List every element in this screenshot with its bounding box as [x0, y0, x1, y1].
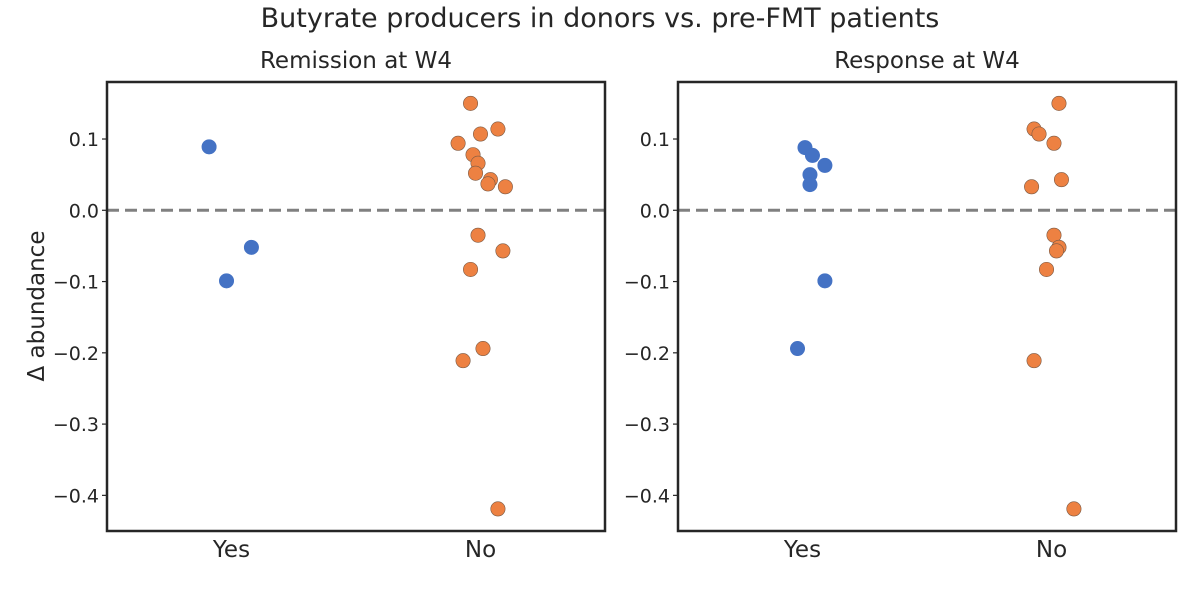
y-tick-label: −0.2 [53, 343, 99, 365]
data-point-no [470, 227, 486, 243]
data-point-no [495, 243, 511, 259]
y-tick-label: −0.3 [53, 414, 99, 436]
data-point-no [1051, 95, 1067, 111]
y-tick-label: −0.4 [53, 485, 99, 507]
y-tick-label: 0.1 [640, 129, 670, 151]
data-point-no [1066, 501, 1082, 517]
data-point-no [480, 176, 496, 192]
data-point-no [455, 353, 471, 369]
data-point-no [497, 179, 513, 195]
data-point-no [1031, 126, 1047, 142]
x-tick-label: Yes [783, 537, 821, 563]
data-point-no [450, 135, 466, 151]
x-tick-label: No [1036, 537, 1067, 563]
data-point-no [1053, 172, 1069, 188]
data-point-no [468, 165, 484, 181]
data-point-yes [802, 177, 818, 193]
y-tick-label: −0.2 [624, 343, 670, 365]
figure-title: Butyrate producers in donors vs. pre-FMT… [261, 3, 940, 34]
data-point-yes [219, 273, 235, 289]
axes-frame [105, 80, 607, 533]
data-point-yes [201, 139, 217, 155]
data-point-no [472, 126, 488, 142]
axes-frame [676, 80, 1178, 533]
y-axis-label: Δ abundance [24, 231, 50, 382]
data-point-no [463, 261, 479, 277]
data-point-no [463, 95, 479, 111]
data-point-yes [817, 157, 833, 173]
y-tick-label: 0.0 [640, 200, 670, 222]
x-tick-label: Yes [212, 537, 250, 563]
y-tick-label: −0.4 [624, 485, 670, 507]
data-point-yes [790, 341, 806, 357]
panel-title: Remission at W4 [260, 48, 452, 74]
data-point-no [1039, 261, 1055, 277]
panel-remission: Remission at W4 0.1 0.0 −0.1 −0.2 −0.3 −0.4 Yes… [53, 48, 607, 563]
y-tick-label: −0.1 [624, 272, 670, 294]
data-point-no [490, 501, 506, 517]
data-point-yes [817, 273, 833, 289]
data-point-no [490, 121, 506, 137]
y-tick-label: −0.3 [624, 414, 670, 436]
data-point-no [475, 341, 491, 357]
y-tick-label: 0.0 [69, 200, 99, 222]
panel-response: Response at W4 0.1 0.0 −0.1 −0.2 −0.3 −0.4 Yes N… [624, 48, 1178, 563]
y-tick-label: −0.1 [53, 272, 99, 294]
panel-title: Response at W4 [834, 48, 1020, 74]
data-point-yes [243, 239, 259, 255]
data-point-no [1048, 243, 1064, 259]
y-tick-label: 0.1 [69, 129, 99, 151]
data-point-no [1026, 353, 1042, 369]
data-point-no [1024, 179, 1040, 195]
data-point-yes [804, 147, 820, 163]
data-point-no [1046, 135, 1062, 151]
x-tick-label: No [465, 537, 496, 563]
